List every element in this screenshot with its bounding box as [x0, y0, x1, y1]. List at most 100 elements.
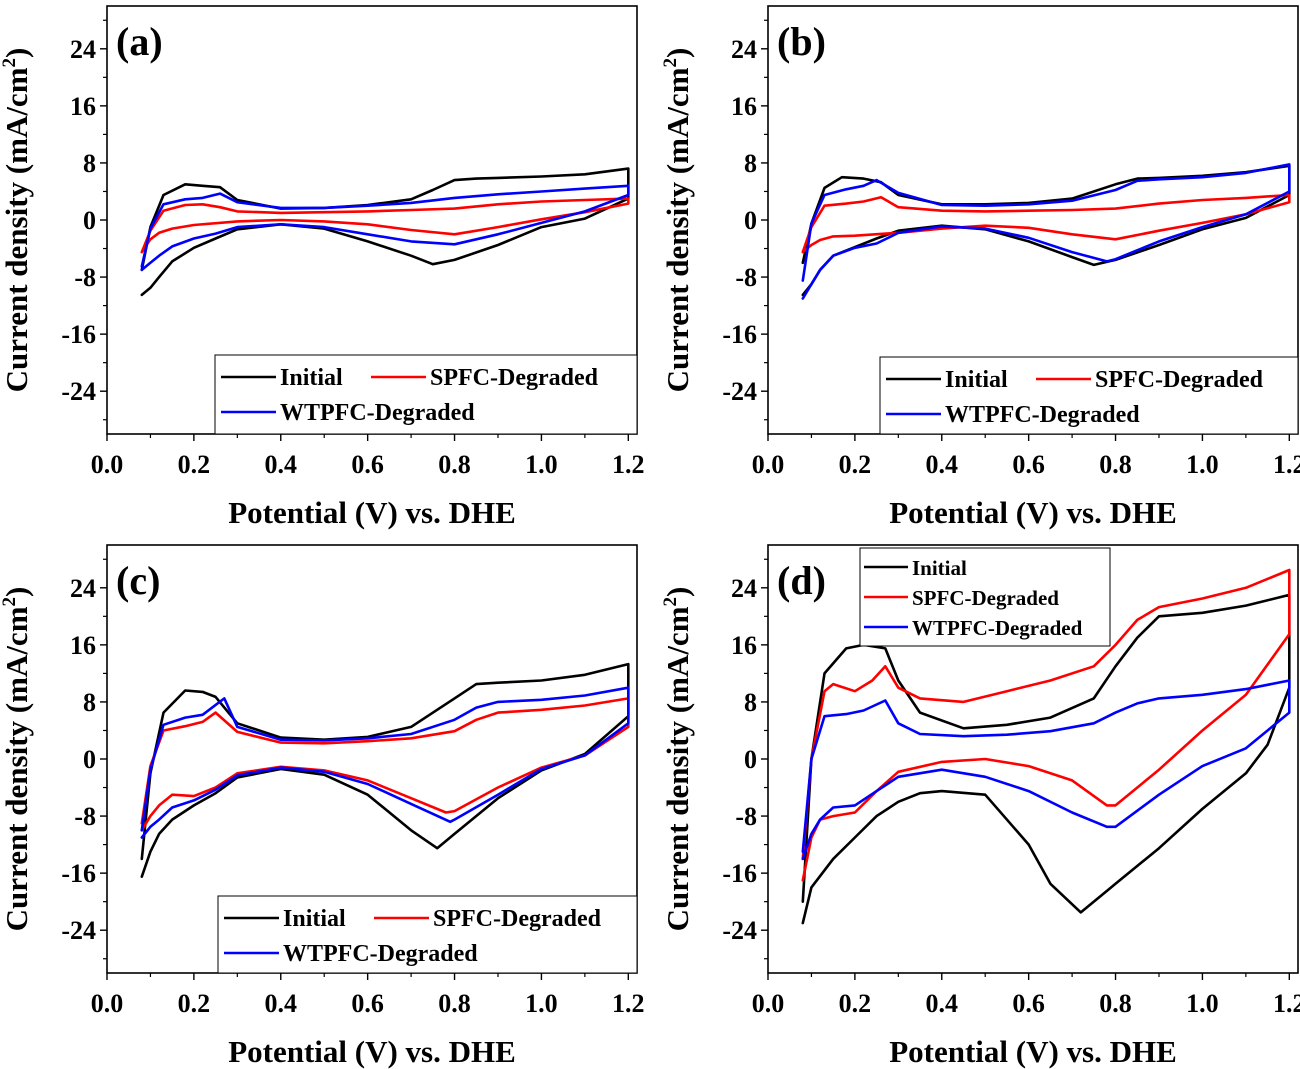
x-tick-label: 0.4 [926, 450, 959, 479]
x-tick-label: 0.6 [351, 450, 384, 479]
panel-label: (d) [777, 558, 826, 603]
x-tick-label: 0.6 [1012, 989, 1045, 1018]
legend-label: WTPFC-Degraded [945, 402, 1140, 428]
panel-b: 0.0 0.2 0.4 0.6 0.8 1.0 1.2 24 16 8 0 -8 -16 -24 Poten… [660, 5, 1300, 530]
x-tick-label: 1.2 [612, 989, 645, 1018]
x-tick-label: 0.8 [438, 989, 471, 1018]
y-axis-title-close: ) [660, 48, 695, 58]
y-tick-label: 24 [70, 35, 96, 64]
series-line-wtpfc-degraded [801, 679, 1291, 861]
x-tick-label: 1.2 [612, 450, 645, 479]
x-tick-label: 0.8 [1099, 989, 1132, 1018]
series-line-initial [140, 167, 630, 297]
legend-label: Initial [912, 556, 967, 580]
y-tick-label: 8 [744, 688, 757, 717]
x-tick-label: 1.2 [1273, 450, 1300, 479]
y-tick-label: 0 [744, 745, 757, 774]
x-tick-label: 0.8 [1099, 450, 1132, 479]
x-tick-label: 0.0 [752, 989, 785, 1018]
series-line-wtpfc-degraded [140, 686, 630, 839]
x-tick-label: 0.2 [178, 450, 211, 479]
x-axis-title: Potential (V) vs. DHE [228, 1034, 516, 1069]
y-tick-label: -24 [722, 916, 757, 945]
panel-d: 0.0 0.2 0.4 0.6 0.8 1.0 1.2 24 16 8 0 -8 -16 -24 Poten… [660, 544, 1300, 1069]
y-tick-label: -8 [74, 802, 96, 831]
y-tick-label: 24 [731, 574, 757, 603]
x-tick-label: 0.8 [438, 450, 471, 479]
series-line-initial [801, 593, 1291, 925]
x-axis-title: Potential (V) vs. DHE [889, 1034, 1177, 1069]
y-tick-label: 0 [83, 206, 96, 235]
x-tick-label: 0.6 [351, 989, 384, 1018]
legend-label: Initial [280, 365, 343, 391]
y-tick-label: 8 [83, 688, 96, 717]
panel-c: 0.0 0.2 0.4 0.6 0.8 1.0 1.2 24 16 8 0 -8 -16 -24 Poten… [0, 544, 645, 1069]
x-tick-label: 1.0 [525, 989, 558, 1018]
x-tick-label: 1.0 [1186, 450, 1219, 479]
y-axis-title: Current density (mA/cm2) [660, 48, 695, 393]
y-tick-label: 16 [731, 92, 757, 121]
x-tick-label: 0.4 [926, 989, 959, 1018]
y-tick-label: 16 [731, 631, 757, 660]
x-tick-label: 0.2 [178, 989, 211, 1018]
y-tick-label: 8 [83, 149, 96, 178]
legend-label: SPFC-Degraded [912, 586, 1059, 610]
x-tick-label: 1.2 [1273, 989, 1300, 1018]
y-axis-title-superscript: 2 [0, 58, 20, 68]
y-tick-label: -8 [74, 263, 96, 292]
y-tick-label: 0 [83, 745, 96, 774]
y-axis-title-superscript: 2 [660, 58, 681, 68]
y-tick-label: -24 [61, 377, 96, 406]
x-tick-label: 0.0 [91, 989, 124, 1018]
panel-label: (c) [116, 558, 160, 603]
y-tick-label: 24 [70, 574, 96, 603]
legend-label: SPFC-Degraded [1095, 367, 1264, 393]
legend-label: WTPFC-Degraded [280, 400, 475, 426]
y-axis-title-close: ) [0, 587, 34, 597]
panel-a: 0.0 0.2 0.4 0.6 0.8 1.0 1.2 24 16 8 0 -8 -16 -24 Poten… [0, 5, 645, 530]
y-tick-label: 16 [70, 92, 96, 121]
series-line-initial [140, 662, 630, 879]
x-tick-label: 1.0 [1186, 989, 1219, 1018]
legend-box [214, 354, 638, 435]
y-tick-label: -16 [61, 320, 96, 349]
y-axis-title: Current density (mA/cm2) [0, 48, 34, 393]
x-tick-label: 0.0 [752, 450, 785, 479]
y-axis-title: Current density (mA/cm2) [0, 587, 34, 932]
legend-label: WTPFC-Degraded [283, 941, 478, 967]
y-axis-title: Current density (mA/cm2) [660, 587, 695, 932]
y-axis-title-close: ) [660, 587, 695, 597]
x-axis-title: Potential (V) vs. DHE [228, 495, 516, 530]
x-tick-label: 0.6 [1012, 450, 1045, 479]
y-tick-label: -8 [735, 802, 757, 831]
legend-label: Initial [283, 906, 346, 932]
y-tick-label: -24 [722, 377, 757, 406]
series-line-wtpfc-degraded [801, 163, 1291, 300]
x-tick-label: 0.4 [265, 450, 298, 479]
panel-label: (a) [116, 19, 163, 64]
x-axis-title: Potential (V) vs. DHE [889, 495, 1177, 530]
legend-box [879, 356, 1299, 435]
y-tick-label: 0 [744, 206, 757, 235]
series-line-spfc-degraded [140, 197, 630, 254]
x-tick-label: 0.4 [265, 989, 298, 1018]
y-tick-label: -16 [722, 859, 757, 888]
legend-label: SPFC-Degraded [430, 365, 599, 391]
legend-box [217, 895, 638, 974]
x-tick-label: 1.0 [525, 450, 558, 479]
y-tick-label: 8 [744, 149, 757, 178]
y-axis-title-superscript: 2 [660, 597, 681, 607]
legend-label: WTPFC-Degraded [912, 616, 1083, 640]
series-line-spfc-degraded [801, 568, 1291, 882]
y-tick-label: -16 [61, 859, 96, 888]
x-tick-label: 0.0 [91, 450, 124, 479]
y-tick-label: 16 [70, 631, 96, 660]
y-tick-label: -24 [61, 916, 96, 945]
legend-label: Initial [945, 367, 1008, 393]
x-tick-label: 0.2 [839, 450, 872, 479]
y-tick-label: 24 [731, 35, 757, 64]
y-axis-title-superscript: 2 [0, 597, 20, 607]
y-tick-label: -16 [722, 320, 757, 349]
y-axis-title-close: ) [0, 48, 34, 58]
